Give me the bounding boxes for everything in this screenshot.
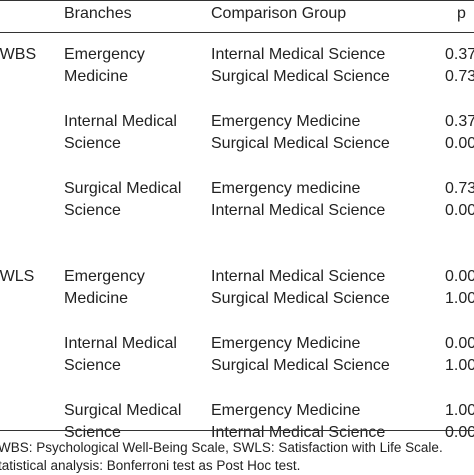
p-value-cell: 1.00: [445, 357, 474, 374]
p-value-cell: 0.00: [445, 335, 474, 352]
comparison-group-cell: Internal Medical Science: [211, 268, 386, 285]
p-value-cell: 0.00: [445, 202, 474, 219]
branch-label: Emergency: [64, 46, 145, 63]
scale-label: PWBS: [0, 46, 37, 63]
comparison-group-cell: Emergency medicine: [211, 180, 361, 197]
comparison-group-cell: Emergency Medicine: [211, 113, 361, 130]
branch-label: Surgical Medical: [64, 402, 182, 419]
branch-label: Science: [64, 424, 121, 441]
p-value-cell: 1.00: [445, 290, 474, 307]
comparison-group-cell: Emergency Medicine: [211, 335, 361, 352]
p-value-cell: 0.00: [445, 268, 474, 285]
branch-label: Surgical Medical: [64, 180, 182, 197]
comparison-group-cell: Internal Medical Science: [211, 46, 386, 63]
branch-label: Science: [64, 357, 121, 374]
branch-label: Science: [64, 202, 121, 219]
branch-label: Emergency: [64, 268, 145, 285]
p-value-cell: 0.73: [445, 68, 474, 85]
header-rule: [0, 32, 474, 33]
branch-label: Science: [64, 135, 121, 152]
header-p: p: [457, 5, 466, 22]
comparison-group-cell: Internal Medical Science: [211, 424, 386, 441]
table-top-rule: [0, 0, 474, 1]
p-value-cell: 0.00: [445, 424, 474, 441]
p-value-cell: 0.37: [445, 46, 474, 63]
p-value-cell: 0.00: [445, 135, 474, 152]
table-bottom-rule: [0, 430, 474, 431]
comparison-group-cell: Internal Medical Science: [211, 202, 386, 219]
scale-label: SWLS: [0, 268, 35, 285]
p-value-cell: 1.00: [445, 402, 474, 419]
comparison-group-cell: Surgical Medical Science: [211, 357, 390, 374]
branch-label: Internal Medical: [64, 335, 177, 352]
footnote-statistics: Statistical analysis: Bonferroni test as…: [0, 458, 301, 473]
comparison-group-cell: Surgical Medical Science: [211, 68, 390, 85]
comparison-group-cell: Emergency Medicine: [211, 402, 361, 419]
footnote-abbreviations: PWBS: Psychological Well-Being Scale, SW…: [0, 440, 443, 455]
header-branches: Branches: [64, 5, 132, 22]
comparison-group-cell: Surgical Medical Science: [211, 290, 390, 307]
p-value-cell: 0.37: [445, 113, 474, 130]
p-value-cell: 0.73: [445, 180, 474, 197]
branch-label: Internal Medical: [64, 113, 177, 130]
branch-label: Medicine: [64, 68, 129, 85]
header-comparison-group: Comparison Group: [211, 5, 347, 22]
comparison-group-cell: Surgical Medical Science: [211, 135, 390, 152]
branch-label: Medicine: [64, 290, 129, 307]
